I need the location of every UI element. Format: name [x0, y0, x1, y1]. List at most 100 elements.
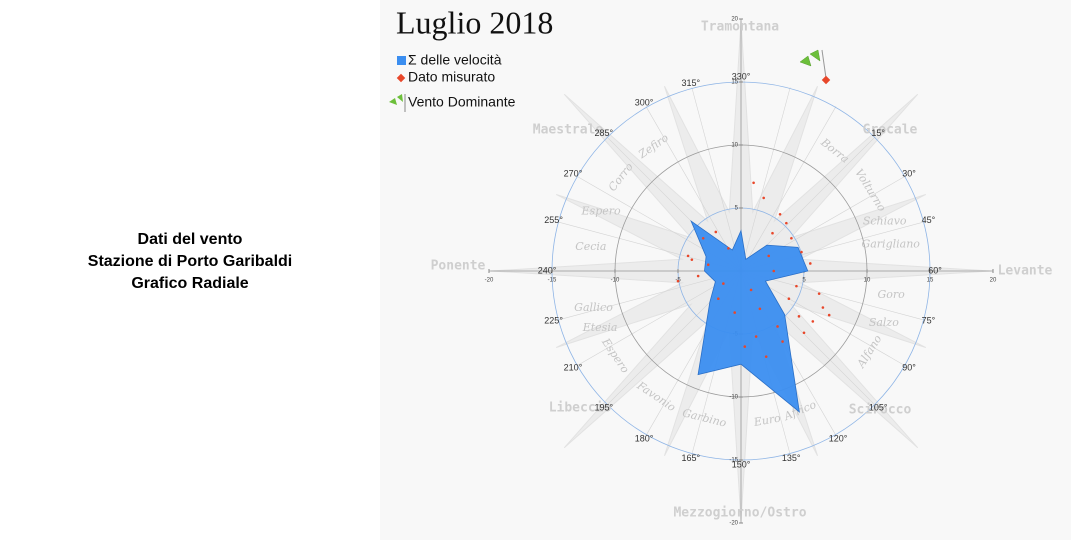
measured-point: [817, 292, 821, 295]
radial-line: [691, 87, 742, 272]
direction-label: 165°: [681, 453, 700, 463]
direction-label: 45°: [922, 215, 936, 225]
wind-name: Maestrale: [533, 123, 604, 138]
direction-label: 255°: [544, 215, 563, 225]
measured-point: [717, 297, 720, 301]
direction-label: 60°: [928, 265, 942, 275]
direction-label: 270°: [564, 168, 583, 178]
wind-name: Salzo: [869, 316, 899, 329]
direction-label: 195°: [595, 403, 614, 413]
chart-title: Luglio 2018: [396, 4, 553, 40]
measured-point: [797, 315, 801, 318]
wind-name: Libeccio: [549, 401, 612, 416]
x-tick-label: -20: [485, 278, 494, 284]
radial-line: [740, 87, 791, 272]
measured-point: [722, 282, 725, 285]
measured-point: [787, 297, 791, 301]
y-tick-label: -10: [729, 395, 738, 401]
measured-point: [811, 320, 815, 323]
y-tick-label: 20: [731, 17, 738, 23]
measured-point: [802, 331, 806, 335]
x-tick-label: 15: [927, 278, 934, 284]
measured-point: [809, 262, 812, 265]
wind-name: Cecia: [575, 240, 606, 253]
measured-point: [771, 231, 774, 235]
sidebar-line: Dati del vento: [138, 231, 243, 248]
measured-point: [776, 325, 779, 328]
direction-label: 30°: [902, 168, 916, 178]
direction-label: 225°: [544, 316, 563, 326]
x-tick-label: -10: [611, 278, 620, 284]
radial-line: [645, 106, 742, 272]
wind-name: Etesia: [582, 321, 618, 334]
measured-point: [764, 355, 768, 358]
measured-point: [785, 221, 788, 225]
windsock-icon: [799, 49, 821, 67]
wind-name: Ponente: [431, 259, 486, 274]
wind-name: Espero: [581, 205, 621, 218]
y-tick-label: 10: [731, 143, 738, 149]
y-tick-label: -20: [729, 521, 738, 527]
direction-label: 75°: [922, 316, 936, 326]
x-tick-label: -15: [548, 278, 557, 284]
direction-label: 285°: [595, 128, 614, 138]
direction-label: 210°: [564, 362, 583, 372]
measured-point: [790, 236, 793, 240]
radial-line: [557, 270, 742, 321]
measured-point: [772, 269, 776, 273]
direction-label: 315°: [681, 78, 700, 88]
measured-point: [827, 313, 831, 317]
measured-point: [714, 230, 718, 234]
measured-point: [743, 345, 747, 348]
direction-label: 150°: [732, 459, 751, 469]
measured-point: [727, 247, 730, 250]
measured-point: [754, 335, 758, 338]
wind-name: Gallico: [574, 301, 613, 314]
wind-name: Goro: [877, 288, 905, 301]
measured-point: [701, 236, 705, 240]
y-tick-label: -15: [729, 458, 738, 464]
measured-point: [676, 279, 680, 283]
y-tick-label: 5: [735, 206, 739, 212]
wind-name: Euro: [752, 411, 782, 429]
direction-label: 120°: [829, 433, 848, 443]
direction-label: 105°: [869, 403, 888, 413]
wind-name: Scirocco: [849, 403, 912, 418]
measured-point: [767, 254, 771, 258]
legend-swatch: [397, 56, 406, 65]
direction-label: 15°: [871, 128, 885, 138]
measured-point: [696, 274, 700, 278]
direction-label: 180°: [635, 433, 654, 443]
direction-label: 300°: [635, 97, 654, 107]
measured-point: [706, 263, 710, 267]
legend-label: Σ delle velocità: [408, 52, 502, 68]
wind-name: Levante: [998, 264, 1053, 279]
direction-label: 330°: [732, 71, 751, 81]
measured-point: [800, 250, 803, 254]
sidebar-line: Grafico Radiale: [131, 275, 248, 292]
sidebar-line: Stazione di Porto Garibaldi: [88, 253, 292, 270]
y-tick-label: 15: [731, 80, 738, 86]
wind-name: Schiavo: [863, 215, 907, 228]
measured-point: [821, 306, 825, 309]
measured-point: [749, 288, 753, 292]
x-tick-label: 5: [802, 278, 806, 284]
measured-point: [752, 181, 755, 185]
legend-label: Vento Dominante: [408, 94, 516, 110]
measured-point: [758, 307, 762, 311]
legend-swatch: [396, 73, 406, 83]
wind-name: Grecale: [863, 123, 918, 138]
measured-point: [686, 254, 690, 258]
wind-name: Tramontana: [701, 20, 779, 35]
x-tick-label: 10: [864, 278, 871, 284]
direction-label: 135°: [782, 453, 801, 463]
measured-point: [762, 196, 765, 200]
x-tick-label: 20: [990, 278, 997, 284]
measured-point: [778, 213, 782, 216]
legend-label: Dato misurato: [408, 69, 495, 85]
measured-point: [795, 284, 798, 288]
direction-label: 240°: [538, 265, 557, 275]
direction-label: 90°: [902, 362, 916, 372]
